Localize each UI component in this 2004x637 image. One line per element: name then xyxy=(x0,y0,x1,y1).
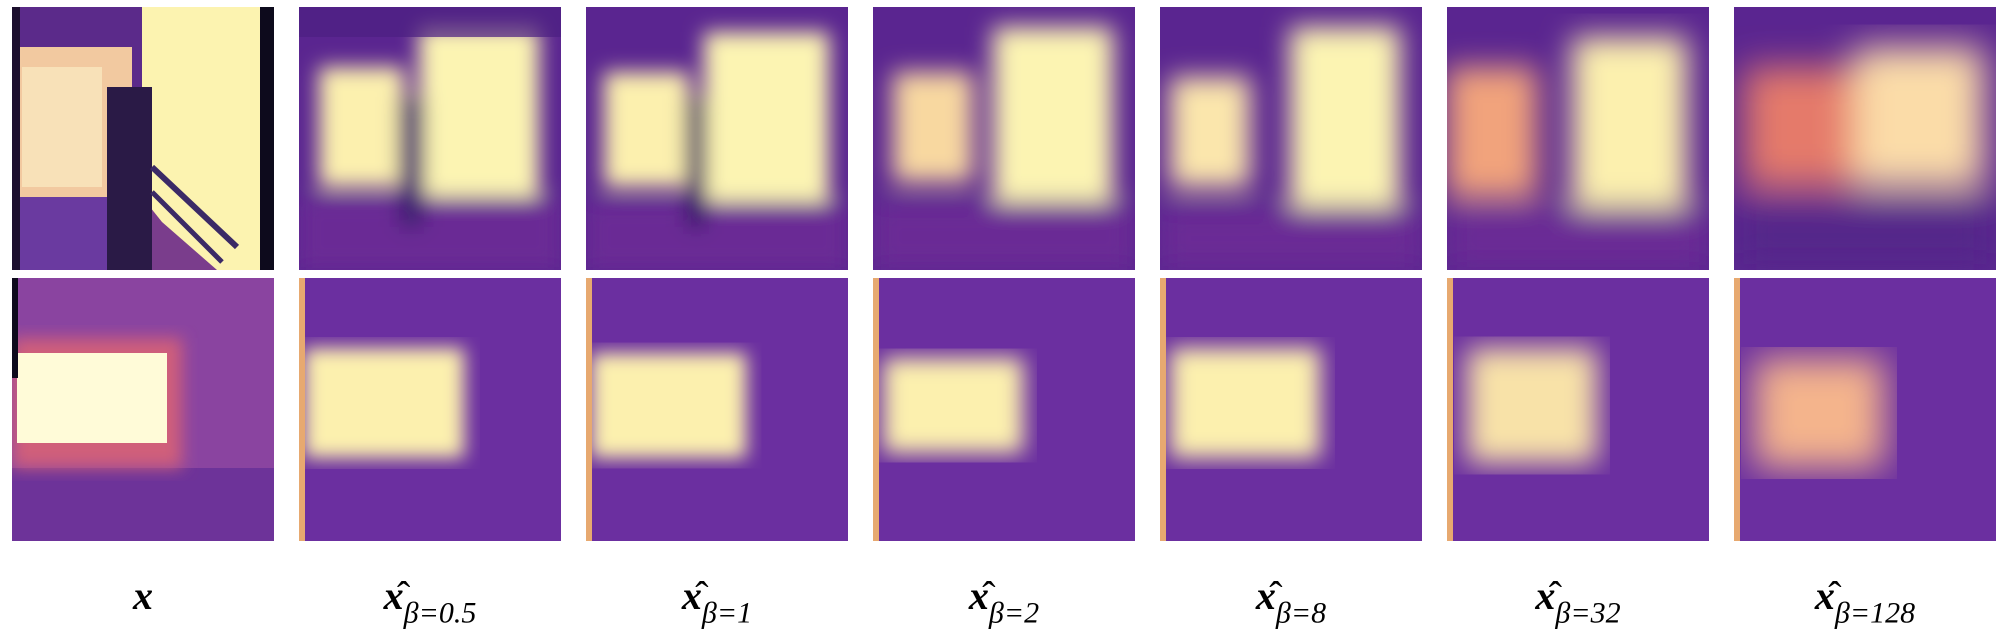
reconstruction-row2-beta-32 xyxy=(1447,278,1709,541)
label-xhat-beta-2: x̂β=2 xyxy=(873,572,1135,631)
label-xhat-beta-128: x̂β=128 xyxy=(1734,572,1996,631)
label-symbol: x xyxy=(1255,573,1276,618)
reconstruction-row2-beta-0-5 xyxy=(299,278,561,541)
label-subscript: β=0.5 xyxy=(403,596,477,630)
label-xhat-beta-32: x̂β=32 xyxy=(1447,572,1709,631)
reconstruction-row1-beta-128 xyxy=(1734,7,1996,270)
label-symbol: x xyxy=(968,573,989,618)
label-subscript: β=128 xyxy=(1834,596,1916,630)
reconstruction-row2-beta-2 xyxy=(873,278,1135,541)
reconstruction-row2-beta-8 xyxy=(1160,278,1422,541)
label-symbol: x xyxy=(1535,573,1556,618)
label-xhat-beta-8: x̂β=8 xyxy=(1160,572,1422,631)
reconstruction-row2-beta-128 xyxy=(1734,278,1996,541)
label-subscript: β=2 xyxy=(988,596,1040,630)
depth-map-row1-x xyxy=(12,7,274,270)
reconstruction-row1-beta-0-5 xyxy=(299,7,561,270)
label-subscript: β=32 xyxy=(1555,596,1621,630)
label-x-symbol: x xyxy=(133,573,153,618)
depth-map-row2-x xyxy=(12,278,274,541)
label-subscript: β=8 xyxy=(1275,596,1327,630)
label-xhat-beta-1: x̂β=1 xyxy=(586,572,848,631)
reconstruction-row1-beta-32 xyxy=(1447,7,1709,270)
reconstruction-row1-beta-2 xyxy=(873,7,1135,270)
label-xhat-beta-0-5: x̂β=0.5 xyxy=(299,572,561,631)
reconstruction-row2-beta-1 xyxy=(586,278,848,541)
label-symbol: x xyxy=(1814,573,1835,618)
label-subscript: β=1 xyxy=(701,596,753,630)
label-symbol: x xyxy=(383,573,404,618)
reconstruction-row1-beta-8 xyxy=(1160,7,1422,270)
label-symbol: x xyxy=(681,573,702,618)
label-x: x xyxy=(12,572,274,619)
reconstruction-row1-beta-1 xyxy=(586,7,848,270)
